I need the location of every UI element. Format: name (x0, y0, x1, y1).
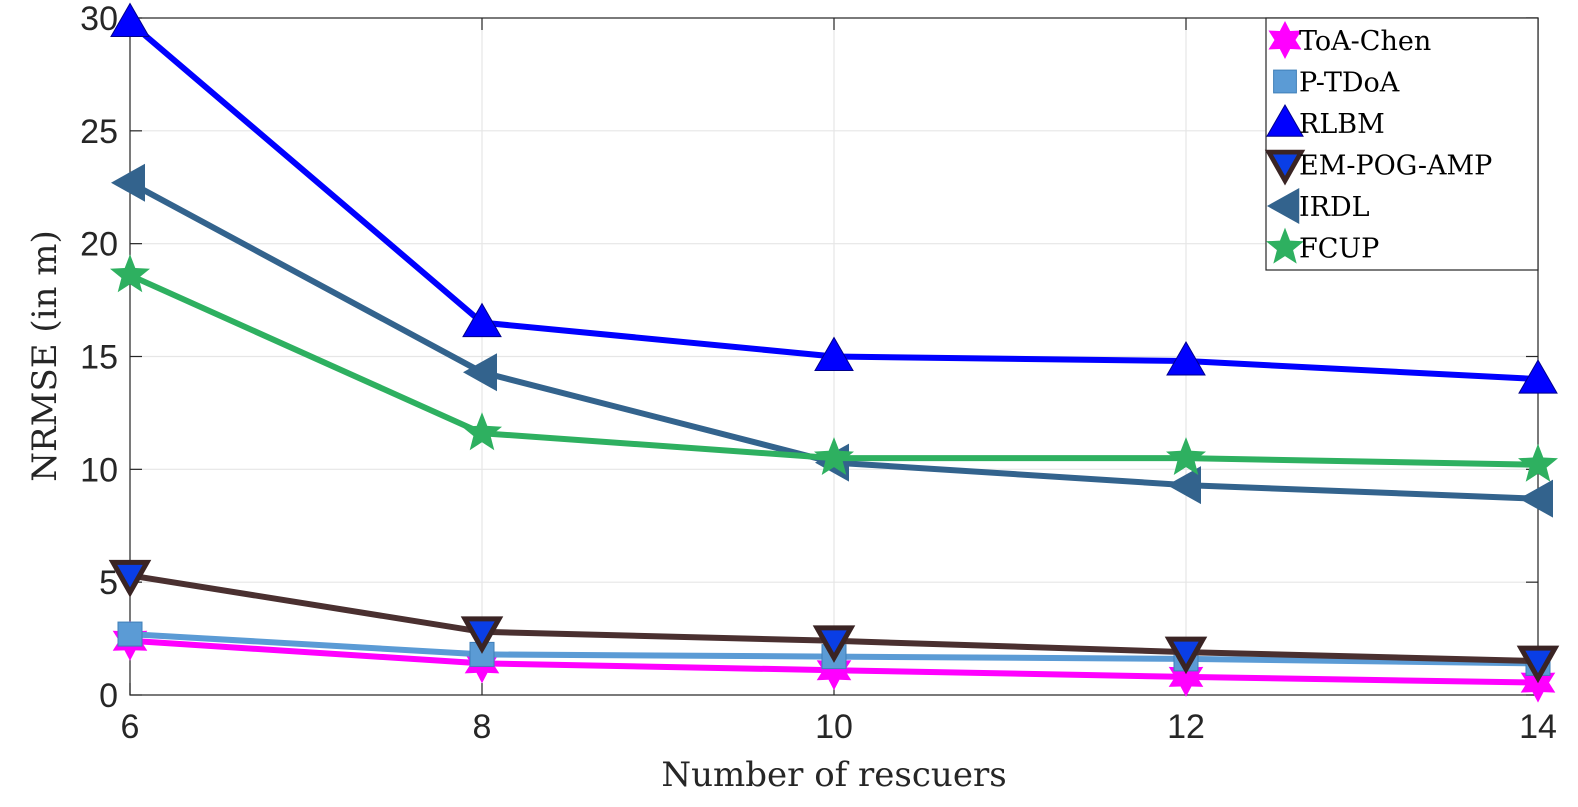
y-tick-label: 5 (99, 564, 118, 602)
y-tick-label: 30 (80, 0, 118, 38)
series-layer (108, 2, 1560, 703)
legend-label: FCUP (1299, 234, 1379, 265)
data-point (816, 650, 852, 691)
y-axis: 0 5 10 15 20 25 30 (80, 0, 1538, 715)
data-point (814, 437, 854, 475)
x-tick-label: 14 (1519, 708, 1557, 746)
data-point (462, 302, 502, 338)
legend-marker (1268, 21, 1302, 59)
legend-label: IRDL (1299, 192, 1370, 223)
series-em-pog-amp (108, 559, 1560, 684)
series-fcup (110, 254, 1558, 482)
x-tick-label: 10 (815, 708, 853, 746)
data-point (814, 336, 854, 371)
legend-marker (1273, 69, 1297, 94)
y-tick-label: 20 (80, 226, 118, 264)
y-axis-title: NRMSE (in m) (25, 230, 65, 481)
series-rlbm (110, 2, 1558, 394)
legend-label: P-TDoA (1299, 68, 1400, 99)
data-point (1516, 645, 1560, 684)
legend-label: EM-POG-AMP (1299, 151, 1492, 182)
data-point (1166, 341, 1206, 376)
legend-marker (1266, 227, 1304, 264)
legend-item: FCUP (1266, 227, 1379, 265)
y-tick-label: 15 (80, 339, 118, 377)
data-point (108, 559, 152, 598)
legend-label: RLBM (1299, 109, 1385, 140)
legend: ToA-Chen P-TDoA RLBM EM-POG-AMP IRDL FCUP (1264, 17, 1539, 271)
x-tick-label: 8 (473, 708, 492, 746)
legend-item: ToA-Chen (1268, 21, 1431, 59)
data-point (1168, 656, 1204, 697)
legend-item: EM-POG-AMP (1264, 149, 1492, 186)
data-point (463, 353, 497, 392)
data-point (462, 412, 502, 451)
y-tick-label: 25 (80, 113, 118, 151)
data-point (1518, 443, 1558, 482)
y-tick-label: 0 (99, 677, 118, 715)
legend-label: ToA-Chen (1299, 26, 1431, 57)
legend-box (1265, 17, 1539, 271)
data-point (110, 254, 150, 293)
legend-marker (1264, 149, 1306, 186)
data-point (812, 625, 856, 663)
data-point (111, 163, 145, 202)
data-point (460, 616, 504, 654)
legend-marker (1266, 187, 1300, 225)
legend-item: RLBM (1266, 103, 1385, 140)
data-point (1518, 359, 1558, 394)
legend-item: P-TDoA (1273, 68, 1400, 99)
data-point (110, 2, 150, 38)
data-point (117, 621, 143, 647)
x-axis-title: Number of rescuers (661, 755, 1006, 795)
data-point (1519, 479, 1553, 518)
x-tick-label: 12 (1167, 708, 1205, 746)
legend-item: IRDL (1266, 187, 1370, 225)
x-axis: 6 8 10 12 14 (121, 18, 1557, 746)
data-point (469, 641, 495, 667)
data-point (1164, 636, 1208, 675)
data-point (1167, 466, 1201, 505)
y-tick-label: 10 (80, 451, 118, 489)
x-tick-label: 6 (121, 708, 140, 746)
data-point (1166, 437, 1206, 475)
legend-marker (1266, 103, 1304, 137)
